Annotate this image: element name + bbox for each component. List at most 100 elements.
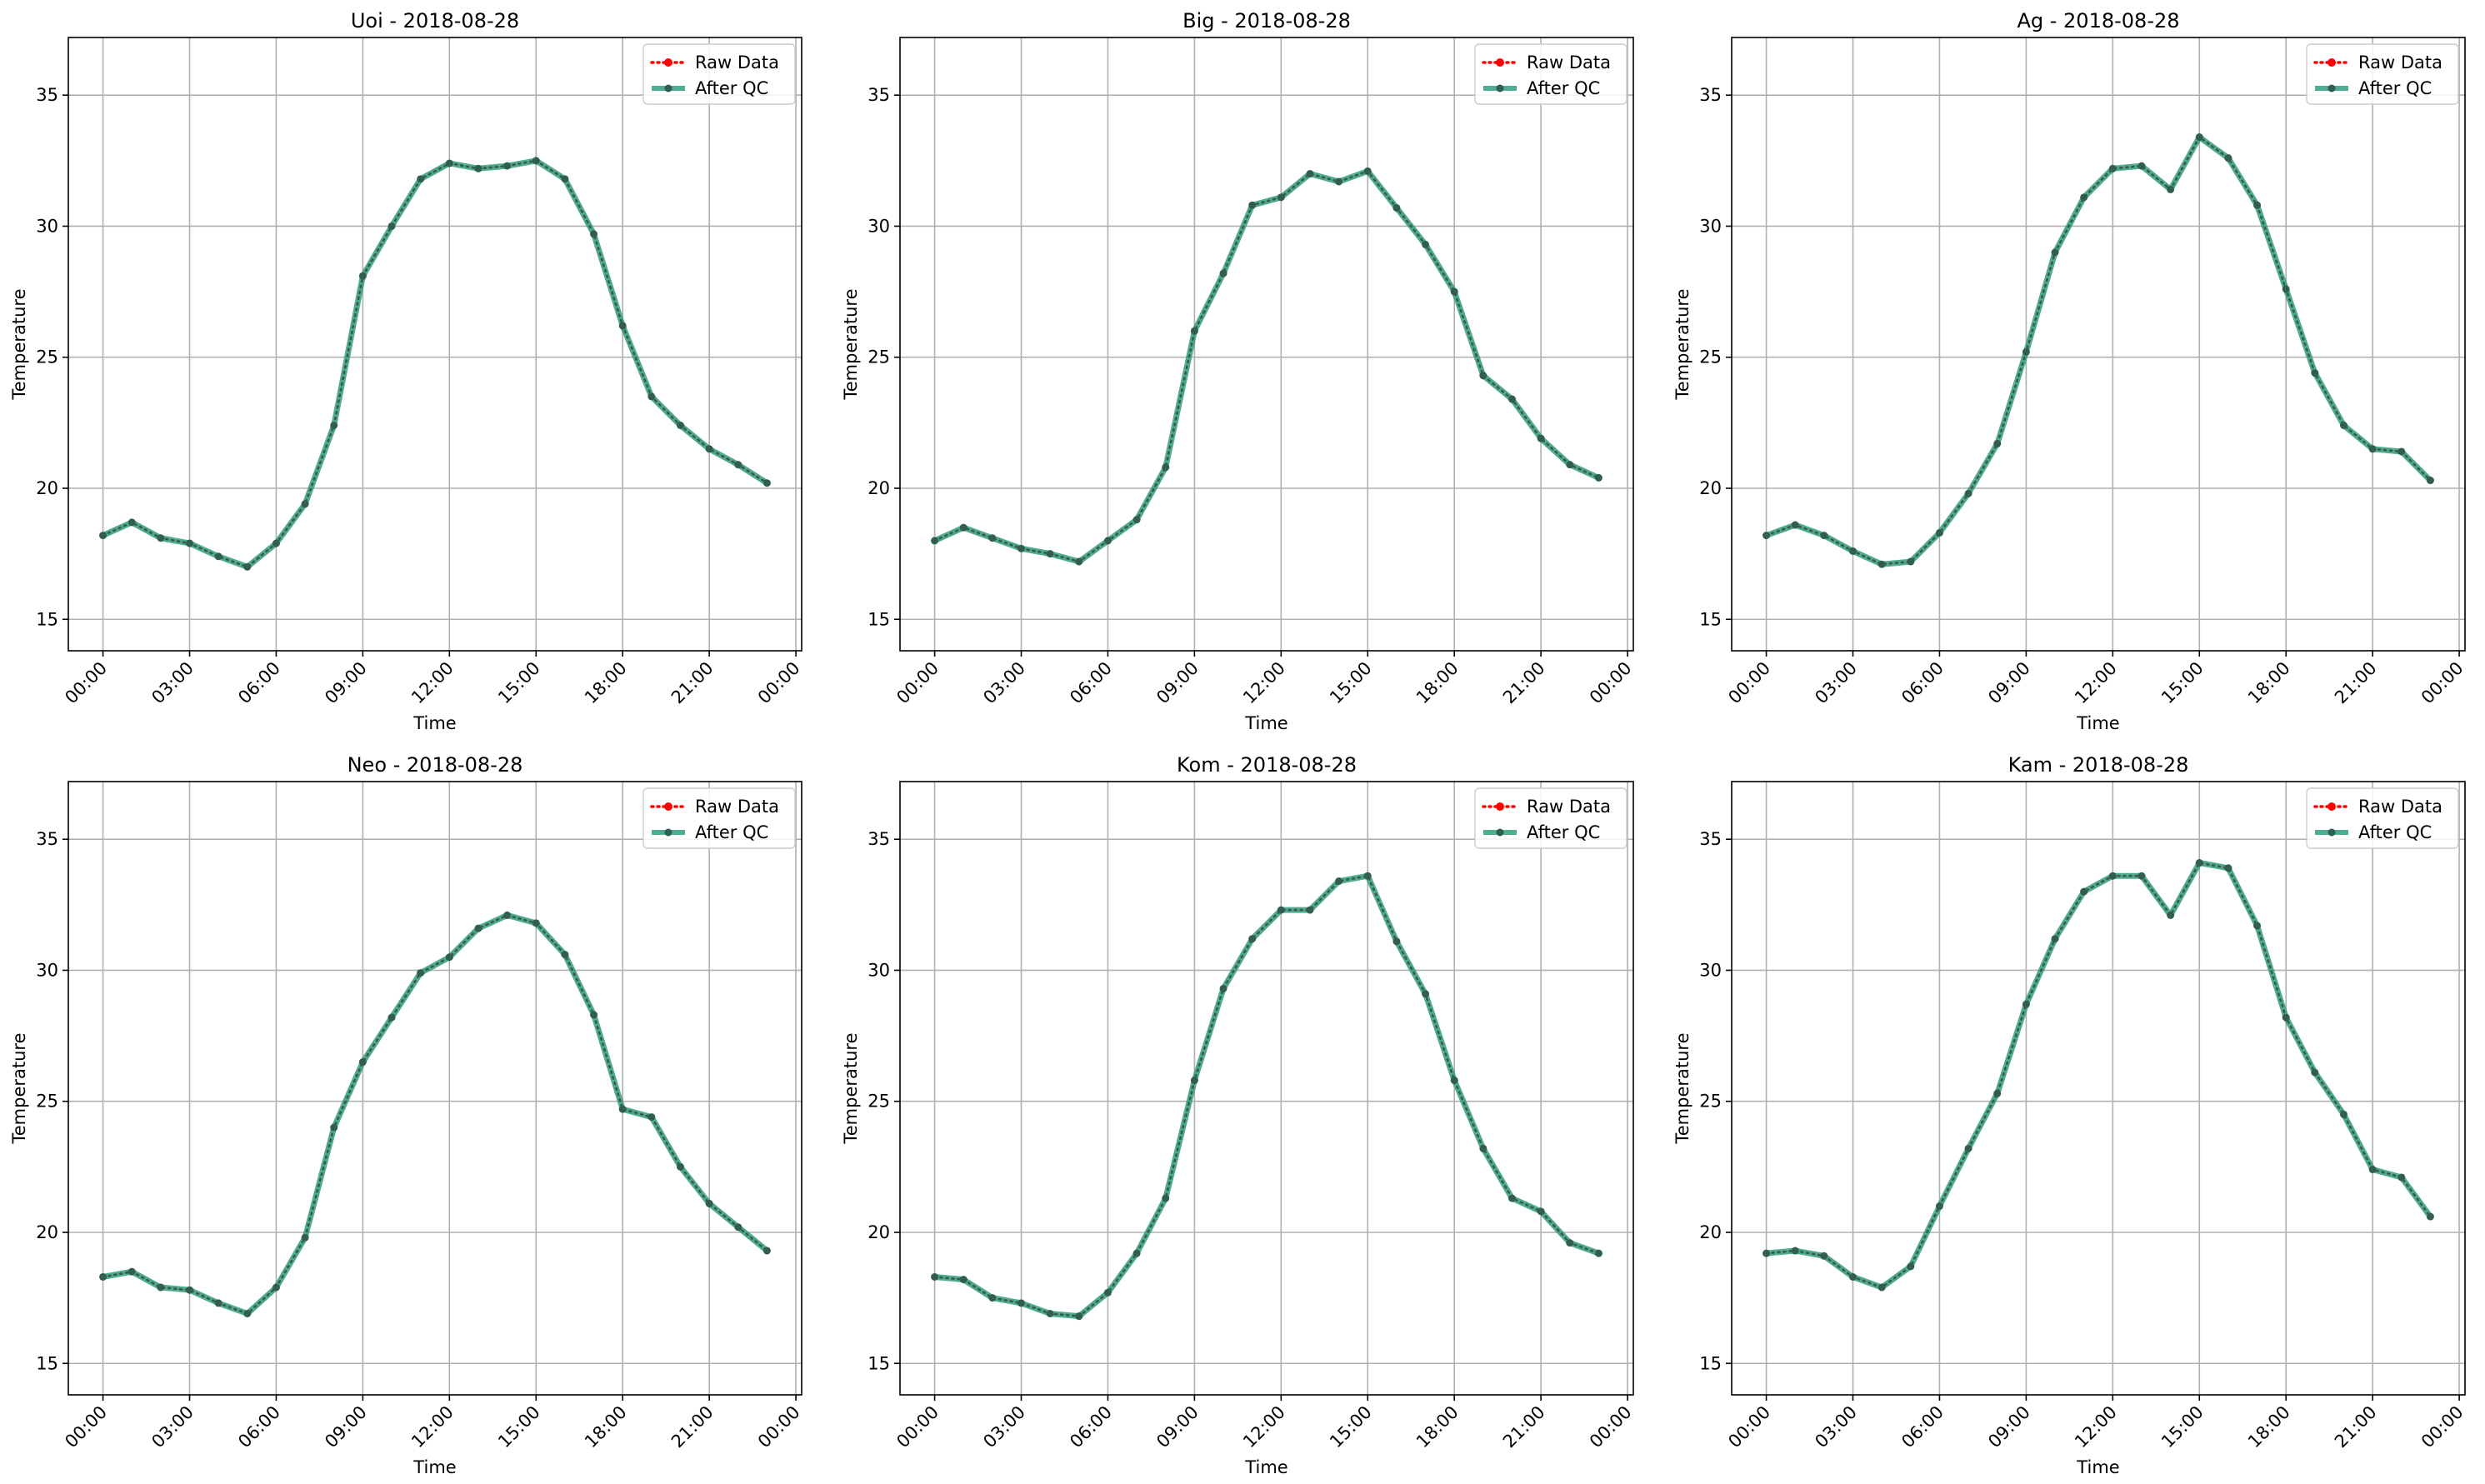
y-tick-label: 25 <box>36 1092 58 1112</box>
x-tick-label: 00:00 <box>1586 1402 1636 1452</box>
y-axis-label: Temperature <box>841 1032 861 1144</box>
series-raw-data-overlay <box>1765 862 2432 1289</box>
x-tick-label: 15:00 <box>494 1402 544 1452</box>
legend-after-qc-label: After QC <box>695 822 768 842</box>
axes-frame <box>1731 37 2466 652</box>
x-tick-label: 03:00 <box>148 658 198 708</box>
x-tick-label: 18:00 <box>581 1402 631 1452</box>
x-axis-label: Time <box>2076 713 2119 733</box>
y-tick-label: 25 <box>868 347 890 367</box>
x-tick-label: 18:00 <box>2244 1402 2294 1452</box>
axes-frame <box>68 781 802 1396</box>
y-tick-label: 25 <box>1699 347 1722 367</box>
x-tick-label: 21:00 <box>2331 658 2381 708</box>
legend-after-qc-label: After QC <box>1527 822 1600 842</box>
y-tick-label: 35 <box>1699 85 1722 105</box>
y-tick-label: 20 <box>868 1222 890 1242</box>
x-tick-label: 00:00 <box>892 658 942 708</box>
panel-title: Uoi - 2018-08-28 <box>351 9 519 32</box>
series-raw-data-overlay <box>1765 135 2432 566</box>
y-tick-label: 15 <box>36 1353 58 1373</box>
y-tick-label: 30 <box>1699 216 1722 236</box>
axes-frame <box>1731 781 2466 1396</box>
y-tick-label: 25 <box>36 347 58 367</box>
x-tick-label: 00:00 <box>2418 658 2468 708</box>
x-tick-label: 21:00 <box>1499 658 1549 708</box>
x-tick-label: 00:00 <box>892 1402 942 1452</box>
y-tick-label: 35 <box>36 829 58 849</box>
x-axis-label: Time <box>412 713 456 733</box>
y-tick-label: 35 <box>868 829 890 849</box>
x-tick-label: 15:00 <box>494 658 544 708</box>
x-tick-label: 15:00 <box>1326 1402 1376 1452</box>
x-tick-label: 12:00 <box>408 658 458 708</box>
panel-title: Ag - 2018-08-28 <box>2017 9 2179 32</box>
x-tick-label: 03:00 <box>1811 1402 1861 1452</box>
legend-after-qc-label: After QC <box>2358 822 2432 842</box>
legend: Raw Data After QC <box>642 787 796 849</box>
legend-raw-data-marker <box>1496 802 1504 811</box>
x-tick-label: 12:00 <box>2071 1402 2121 1452</box>
series-after-qc-line <box>102 912 769 1317</box>
x-tick-label: 09:00 <box>1984 658 2034 708</box>
y-tick-label: 15 <box>1699 609 1722 629</box>
x-tick-label: 12:00 <box>408 1402 458 1452</box>
data-point <box>1450 1077 1458 1085</box>
y-tick-label: 35 <box>1699 829 1722 849</box>
panel-title: Big - 2018-08-28 <box>1182 9 1351 32</box>
y-axis-label: Temperature <box>841 288 861 400</box>
series-raw-data-overlay <box>102 914 768 1315</box>
x-axis-label: Time <box>412 1457 456 1477</box>
legend-after-qc-label: After QC <box>2358 78 2432 98</box>
x-tick-label: 00:00 <box>754 658 804 708</box>
legend-raw-data-marker <box>664 58 672 67</box>
y-tick-label: 20 <box>1699 1222 1722 1242</box>
x-tick-label: 06:00 <box>234 1402 284 1452</box>
series-raw-data-line <box>933 874 1600 1318</box>
x-tick-label: 03:00 <box>979 1402 1029 1452</box>
legend-raw-data-label: Raw Data <box>2358 52 2442 72</box>
panel-4: Neo - 2018-08-28 00:00 03:00 06:00 09:00 12:0… <box>9 753 804 1477</box>
panel-title: Neo - 2018-08-28 <box>348 753 523 777</box>
series-after-qc-line <box>102 157 769 570</box>
legend-raw-data-label: Raw Data <box>695 52 779 72</box>
x-tick-label: 00:00 <box>754 1402 804 1452</box>
y-tick-label: 20 <box>36 478 58 498</box>
panel-title: Kam - 2018-08-28 <box>2008 753 2189 777</box>
data-point <box>1219 269 1228 277</box>
legend-after-qc-marker <box>2328 828 2336 837</box>
y-tick-label: 30 <box>36 960 58 980</box>
x-axis-label: Time <box>1244 1457 1288 1477</box>
legend: Raw Data After QC <box>642 43 796 105</box>
x-tick-label: 21:00 <box>2331 1402 2381 1452</box>
x-tick-label: 09:00 <box>321 658 371 708</box>
data-point <box>2426 477 2434 485</box>
series-raw-data-line <box>1765 135 2432 566</box>
legend-raw-data-marker <box>664 802 672 811</box>
legend-after-qc-marker <box>2328 84 2336 92</box>
x-tick-label: 12:00 <box>1239 1402 1289 1452</box>
y-tick-label: 20 <box>36 1222 58 1242</box>
panel-1: Uoi - 2018-08-28 00:00 03:00 06:00 09:00 12:0… <box>9 9 804 733</box>
y-axis-label: Temperature <box>9 288 29 400</box>
legend-raw-data-label: Raw Data <box>1527 797 1611 817</box>
panel-2: Big - 2018-08-28 00:00 03:00 06:00 09:00 12:0… <box>841 9 1636 733</box>
legend-after-qc-label: After QC <box>695 78 768 98</box>
x-tick-label: 06:00 <box>1898 658 1948 708</box>
y-axis-label: Temperature <box>1672 1032 1692 1144</box>
x-tick-label: 12:00 <box>1239 658 1289 708</box>
x-tick-label: 06:00 <box>1898 1402 1948 1452</box>
data-point <box>988 534 997 542</box>
series-after-qc-line <box>1766 860 2433 1291</box>
y-axis-label: Temperature <box>9 1032 29 1144</box>
y-tick-label: 20 <box>1699 478 1722 498</box>
legend-raw-data-marker <box>2328 802 2336 811</box>
y-axis-label: Temperature <box>1672 288 1692 400</box>
x-tick-label: 09:00 <box>1984 1402 2034 1452</box>
panel-title: Kom - 2018-08-28 <box>1177 753 1357 777</box>
legend-after-qc-marker <box>664 828 672 837</box>
x-tick-label: 12:00 <box>2071 658 2121 708</box>
series-raw-data-overlay <box>933 874 1600 1317</box>
x-tick-label: 09:00 <box>1152 658 1202 708</box>
y-tick-label: 15 <box>868 1353 890 1373</box>
